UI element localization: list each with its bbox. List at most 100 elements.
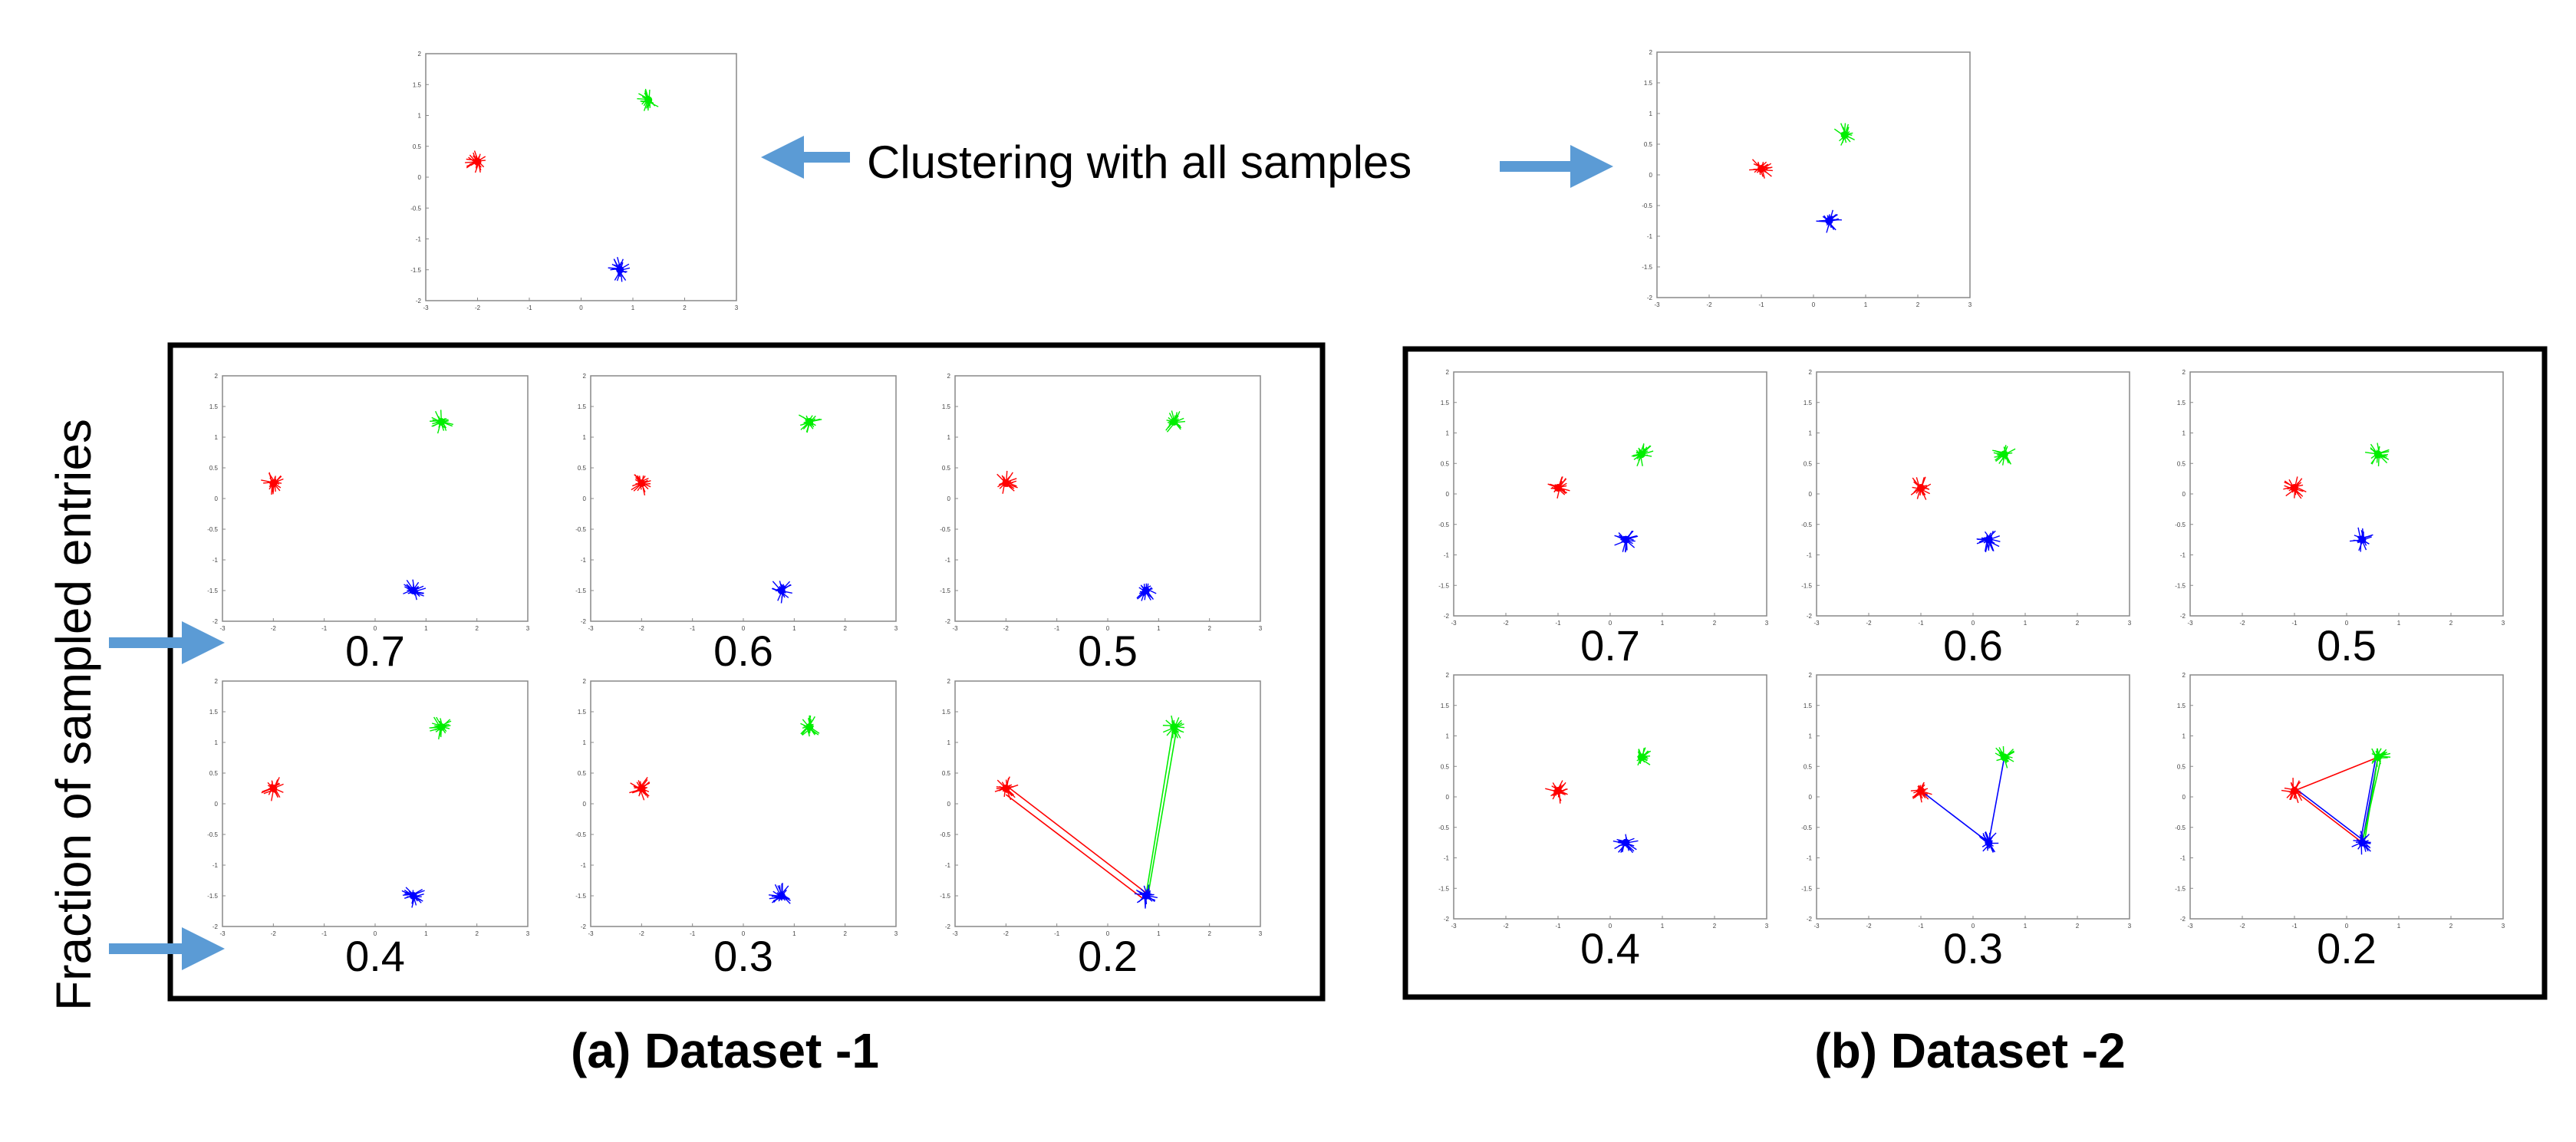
x-tick-label: 3 — [2502, 620, 2505, 627]
plot-area — [2189, 371, 2504, 617]
x-tick-label: 1 — [2397, 620, 2401, 627]
x-tick-label: 3 — [1765, 620, 1769, 627]
y-tick-label: 0.5 — [578, 770, 587, 777]
connection-line-red — [1005, 794, 1144, 900]
scatter-panel-ds2-0.6: -3 -2 -1 0 1 2 321.510.50-0.5-1-1.5-20.6 — [1801, 369, 2132, 670]
x-tick-label: -1 — [2291, 620, 2298, 627]
scatter-panel-ds1-0.6: -3 -2 -1 0 1 2 321.510.50-0.5-1-1.5-20.6 — [575, 373, 898, 675]
y-tick-label: 2 — [2182, 672, 2186, 679]
cluster-red — [2283, 476, 2307, 499]
y-tick-label: 1 — [215, 434, 219, 441]
x-tick-label: -2 — [2239, 620, 2245, 627]
cluster-green — [2364, 443, 2390, 467]
x-tick-label: -3 — [952, 930, 958, 937]
cluster-center-blue — [616, 265, 624, 274]
y-tick-label: -2 — [1444, 613, 1450, 620]
y-tick-label: 1 — [583, 739, 587, 746]
cluster-green — [2371, 748, 2391, 767]
plot-area — [1453, 371, 1767, 617]
cluster-green — [1995, 745, 2015, 768]
connection-line-blue — [2359, 760, 2377, 846]
connection-line-red — [2294, 790, 2363, 844]
y-tick-label: -0.5 — [207, 526, 218, 533]
y-tick-label: 2 — [1809, 369, 1813, 376]
y-tick-label: -1.5 — [1438, 885, 1449, 892]
x-tick-label: -1 — [1555, 923, 1561, 930]
cluster-red — [261, 472, 284, 495]
x-tick-label: 0 — [1106, 930, 1110, 937]
x-tick-label: 3 — [894, 625, 898, 632]
y-tick-label: -0.5 — [1642, 202, 1652, 209]
y-tick-label: 1.5 — [209, 403, 219, 410]
x-tick-label: -3 — [588, 625, 594, 632]
x-tick-label: 1 — [1661, 620, 1665, 627]
x-tick-label: 0 — [742, 930, 746, 937]
cluster-center-green — [2373, 753, 2382, 762]
x-tick-label: -2 — [1706, 301, 1712, 308]
cluster-center-blue — [409, 892, 417, 900]
x-tick-label: 2 — [2449, 923, 2453, 930]
x-tick-label: -2 — [1503, 923, 1509, 930]
y-tick-label: -1.5 — [207, 587, 218, 594]
y-tick-label: 0.5 — [413, 143, 422, 150]
cluster-center-red — [1917, 787, 1925, 795]
y-tick-label: -1 — [1647, 233, 1653, 240]
x-tick-label: -2 — [1866, 923, 1872, 930]
dataset2-caption: (b) Dataset -2 — [1814, 1023, 2125, 1078]
x-tick-label: 2 — [2449, 620, 2453, 627]
scatter-panel-ds2-0.2: -3 -2 -1 0 1 2 321.510.50-0.5-1-1.5-20.2 — [2175, 672, 2505, 973]
x-tick-label: -3 — [1654, 301, 1660, 308]
y-tick-label: -1 — [1444, 855, 1450, 862]
y-tick-label: -1.5 — [940, 893, 950, 900]
x-tick-label: 1 — [2024, 620, 2028, 627]
cluster-blue — [768, 883, 791, 904]
cluster-center-red — [1554, 484, 1562, 492]
x-tick-label: 0 — [374, 930, 377, 937]
panel-label: 0.4 — [1580, 924, 1640, 973]
cluster-green — [1631, 443, 1654, 466]
x-tick-label: 2 — [1916, 301, 1920, 308]
y-tick-label: 1.5 — [1804, 703, 1813, 709]
connection-line-blue — [1988, 757, 2005, 843]
cluster-red — [1910, 782, 1932, 803]
x-tick-label: -3 — [2187, 923, 2193, 930]
y-tick-label: -0.5 — [1801, 522, 1812, 528]
y-tick-label: -1.5 — [1642, 264, 1652, 271]
cluster-blue — [2351, 831, 2371, 855]
x-tick-label: -2 — [475, 304, 481, 311]
cluster-center-green — [1840, 131, 1849, 139]
x-tick-label: 3 — [1765, 923, 1769, 930]
x-tick-label: -1 — [321, 930, 328, 937]
y-tick-label: 2 — [947, 678, 951, 685]
y-tick-label: 0 — [215, 495, 219, 502]
y-tick-label: -2 — [945, 923, 951, 930]
x-tick-label: 2 — [683, 304, 687, 311]
x-tick-label: 3 — [1259, 625, 1263, 632]
y-tick-label: 0 — [947, 801, 951, 808]
y-tick-label: 2 — [1446, 672, 1450, 679]
y-tick-label: 0 — [947, 495, 951, 502]
cluster-center-blue — [1825, 217, 1833, 225]
y-tick-label: -1 — [1444, 552, 1450, 559]
cluster-red — [1910, 476, 1932, 500]
y-tick-label: 2 — [418, 51, 422, 58]
y-tick-label: -2 — [416, 298, 422, 304]
cluster-center-green — [1637, 753, 1645, 762]
connection-line-blue — [2294, 787, 2363, 841]
cluster-blue — [1134, 884, 1158, 909]
y-tick-label: 2 — [583, 678, 587, 685]
y-caption: Fraction of sampled entries — [46, 419, 101, 1011]
x-tick-label: 1 — [792, 625, 796, 632]
cluster-red — [629, 777, 651, 801]
x-tick-label: -1 — [690, 625, 696, 632]
y-tick-label: 1 — [418, 113, 422, 120]
y-tick-label: 1.5 — [1644, 80, 1653, 87]
y-tick-label: -1.5 — [940, 587, 950, 594]
x-tick-label: 3 — [735, 304, 739, 311]
y-tick-label: -1 — [945, 862, 951, 869]
x-tick-label: -1 — [690, 930, 696, 937]
dataset1-frame — [167, 342, 1326, 1002]
panel-label: 0.3 — [713, 932, 773, 980]
cluster-center-green — [437, 418, 446, 426]
plot-area — [425, 53, 737, 301]
